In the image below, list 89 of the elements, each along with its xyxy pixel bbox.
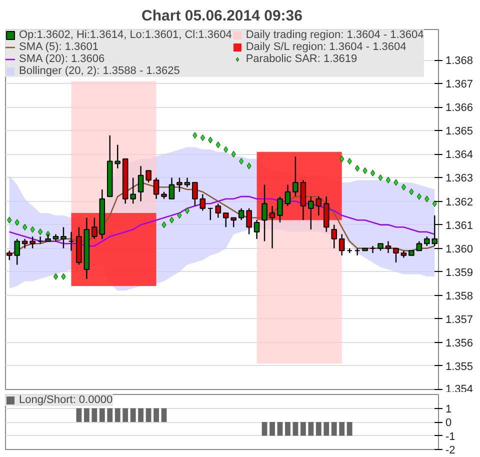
y-tick-label: 1 [446, 403, 452, 416]
point [30, 226, 35, 233]
candlestick [316, 196, 322, 216]
candlestick [385, 240, 392, 254]
candlestick [292, 156, 298, 198]
point [61, 273, 66, 280]
y-tick-label: 1.362 [446, 196, 474, 208]
candlestick [331, 224, 338, 249]
y-tick-label: 0 [446, 417, 452, 429]
point [184, 207, 190, 214]
candlestick [37, 236, 44, 244]
legend-label: SMA (5): 1.3601 [19, 41, 98, 53]
candlestick [168, 177, 175, 200]
candlestick [146, 170, 152, 184]
y-tick-label: 1.367 [446, 78, 474, 91]
candlestick [184, 177, 190, 188]
candlestick [238, 208, 244, 221]
candlestick [130, 177, 136, 204]
y-tick-label: 1.361 [446, 220, 474, 232]
point [22, 224, 28, 230]
legend-label: Daily trading region: 1.3604 - 1.3604 [246, 29, 424, 41]
point [246, 162, 252, 170]
y-tick-label: 1.355 [446, 360, 474, 373]
candlestick [92, 217, 98, 240]
candlestick [284, 184, 291, 207]
point [370, 170, 376, 176]
y-tick-label: 1.364 [446, 149, 474, 162]
candlestick [153, 177, 160, 200]
y-tick-label: 1.359 [446, 266, 474, 279]
point [416, 193, 422, 200]
point [432, 200, 437, 207]
legend-label: Op:1.3602, Hi:1.3614, Lo:1.3601, Cl:1.3604 [19, 29, 232, 41]
y-tick-label: 1.358 [446, 290, 474, 302]
point [177, 212, 182, 219]
candlestick [222, 212, 229, 228]
candlestick [215, 203, 222, 218]
candlestick [393, 248, 399, 264]
legend-label: SMA (20): 1.3606 [19, 53, 105, 65]
y-tick-label: 1.366 [446, 102, 474, 114]
y-tick-label: -2 [446, 444, 456, 456]
point [192, 132, 198, 139]
point [355, 165, 360, 172]
candlestick [277, 196, 283, 224]
point [401, 184, 406, 190]
legend-label: Bollinger (20, 2): 1.3588 - 1.3625 [19, 65, 180, 77]
candlestick [192, 182, 198, 207]
candlestick [323, 196, 330, 232]
point [409, 188, 414, 196]
candlestick [30, 236, 36, 249]
point [340, 156, 344, 162]
y-tick-label: 1.363 [446, 172, 474, 185]
candlestick [208, 208, 214, 221]
point [362, 167, 368, 174]
point [53, 273, 58, 280]
y-tick-label: 1.368 [446, 55, 474, 68]
candlestick [68, 231, 74, 252]
candlestick [269, 205, 276, 249]
candlestick [416, 240, 422, 252]
candlestick [338, 234, 345, 256]
point [38, 228, 43, 236]
legend-label: Long/Short: 0.0000 [19, 394, 113, 406]
point [208, 136, 213, 144]
point [424, 196, 430, 202]
y-tick-label: -1 [446, 430, 456, 443]
point [386, 176, 391, 184]
candlestick [354, 248, 360, 256]
candlestick [246, 208, 252, 235]
point [224, 146, 228, 153]
point [169, 216, 174, 224]
candlestick [230, 217, 236, 228]
point [394, 179, 398, 186]
legend-label: Parabolic SAR: 1.3619 [246, 53, 358, 65]
candlestick [60, 226, 66, 249]
candlestick [300, 179, 306, 221]
point [14, 219, 20, 226]
candlestick [308, 196, 314, 230]
y-tick-label: 1.365 [446, 126, 474, 138]
y-tick-label: 1.360 [446, 243, 474, 256]
point [7, 216, 12, 224]
candlestick [138, 165, 144, 202]
y-tick-label: 1.357 [446, 314, 474, 326]
candlestick [262, 184, 268, 242]
y-tick-label: 1.356 [446, 337, 474, 350]
chart-title: Chart 05.06.2014 09:36 [142, 8, 302, 24]
candlestick [200, 194, 206, 212]
candlestick [254, 219, 260, 240]
legend-label: Daily S/L region: 1.3604 - 1.3604 [246, 41, 406, 53]
candlestick [176, 177, 182, 192]
candlestick [370, 245, 376, 254]
